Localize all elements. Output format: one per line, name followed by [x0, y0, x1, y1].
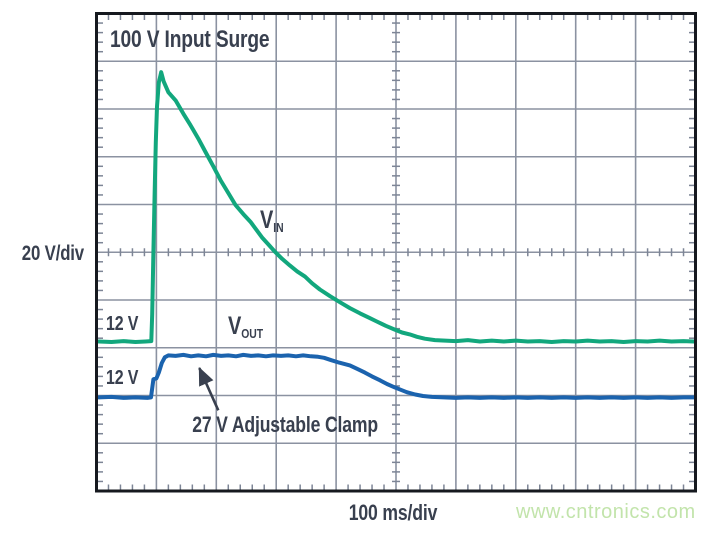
vout-label-main: V — [228, 312, 242, 340]
plot-border — [95, 12, 697, 493]
vout-trace-label: VOUT — [228, 312, 263, 341]
vin-trace-label: VIN — [260, 206, 284, 235]
watermark-text: www.cntronics.com — [516, 501, 696, 523]
chart-title: 100 V Input Surge — [110, 26, 270, 53]
y-axis-scale-label: 20 V/div — [21, 242, 85, 265]
vout-baseline-value: 12 V — [106, 367, 139, 389]
vin-baseline-value: 12 V — [106, 313, 139, 335]
vin-label-subscript: IN — [273, 220, 284, 235]
clamp-annotation-arrow — [198, 366, 220, 411]
waveform-traces — [96, 70, 696, 400]
vout-trace — [96, 352, 696, 400]
clamp-annotation-text: 27 V Adjustable Clamp — [192, 412, 378, 437]
vin-trace — [96, 70, 696, 344]
vin-label-main: V — [260, 206, 274, 234]
x-axis-scale-label: 100 ms/div — [348, 500, 438, 525]
graticule-grid — [96, 13, 696, 491]
vout-label-subscript: OUT — [241, 326, 264, 341]
